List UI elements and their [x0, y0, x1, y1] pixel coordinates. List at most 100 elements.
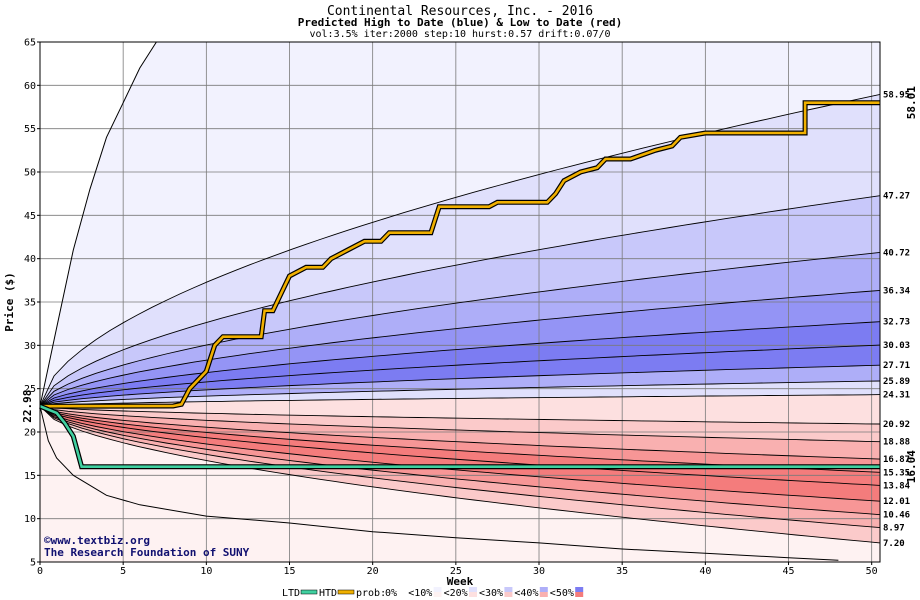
legend-probability-items: 0% <10% <20% <30% <40% <50%	[385, 587, 584, 599]
blue-band	[40, 365, 880, 407]
y-tick-label: 5	[30, 558, 36, 569]
y-tick-label: 55	[24, 124, 36, 135]
x-tick-label: 45	[782, 566, 794, 577]
percentile-end-label: 40.72	[883, 248, 910, 258]
legend-prob-item-label: <10%	[408, 588, 432, 599]
percentile-curve	[39, 405, 881, 460]
blue-band	[40, 252, 880, 407]
percentile-curve	[39, 405, 881, 544]
y-tick-label: 25	[24, 384, 36, 395]
percentile-end-label: 20.92	[883, 420, 910, 430]
legend-prob-swatch	[504, 592, 513, 597]
axis-ticks: 0 5 10 15 20 25 30 35 40 45 5051015202530354045505…	[24, 38, 878, 578]
percentile-end-label: 36.34	[883, 286, 911, 296]
percentile-curve	[39, 364, 881, 407]
percentile-end-label: 27.71	[883, 361, 910, 371]
percentile-end-label: 15.35	[883, 468, 910, 478]
y-tick-label: 40	[24, 254, 36, 265]
blue-band	[40, 195, 880, 407]
red-band	[40, 406, 880, 543]
legend: LTD HTD prob: 0% <10% <20% <30% <40% <50%	[282, 587, 584, 599]
ltd-series-line	[39, 404, 880, 468]
y-tick-label: 65	[24, 38, 36, 49]
outer-low-curve	[39, 406, 839, 561]
percentile-curve	[39, 405, 881, 502]
red-band	[40, 406, 880, 473]
y-tick-label: 20	[24, 428, 36, 439]
percentile-end-label: 25.89	[883, 377, 910, 387]
percentile-curve	[39, 93, 881, 407]
legend-prob-item-label: <20%	[444, 588, 468, 599]
percentile-end-labels: 58.95 47.27 40.72 36.34 32.73 30.03 27.71 25.89…	[883, 90, 911, 549]
legend-prob-swatch	[575, 592, 584, 597]
legend-prob-swatch	[539, 592, 548, 597]
percentile-end-label: 13.84	[883, 481, 911, 491]
red-band	[40, 406, 880, 442]
series-lines	[39, 100, 880, 470]
legend-prob-item-label: <40%	[514, 588, 538, 599]
percentile-end-label: 10.46	[883, 511, 910, 521]
legend-prob-swatch	[539, 587, 548, 592]
x-tick-label: 50	[866, 566, 878, 577]
x-tick-label: 35	[616, 566, 628, 577]
percentile-curve	[39, 405, 881, 486]
x-axis-title: Week	[447, 575, 474, 588]
percentile-end-label: 8.97	[883, 524, 905, 534]
percentile-end-label: 7.20	[883, 539, 905, 549]
red-band	[40, 406, 880, 528]
percentile-curve	[39, 251, 881, 407]
y-tick-label: 60	[24, 81, 36, 92]
legend-prob-item-label: <30%	[479, 588, 503, 599]
start-price-label: 22.98	[21, 390, 34, 423]
legend-prob-item-label: <50%	[550, 588, 574, 599]
outer-high-curve	[39, 41, 157, 407]
percentile-end-label: 32.73	[883, 318, 910, 328]
htd-series-line	[39, 101, 880, 408]
y-tick-label: 45	[24, 211, 36, 222]
x-tick-label: 20	[367, 566, 379, 577]
blue-band	[40, 345, 880, 407]
legend-prob-swatch	[398, 592, 407, 597]
legend-prob-swatch	[504, 587, 513, 592]
chart-params: vol:3.5% iter:2000 step:10 hurst:0.57 dr…	[309, 29, 610, 40]
y-tick-label: 50	[24, 168, 36, 179]
legend-prob-item-label: 0%	[385, 588, 397, 599]
percentile-curve	[39, 405, 881, 516]
ltd-end-label: 16.04	[905, 450, 918, 483]
red-band	[40, 406, 880, 502]
y-tick-label: 15	[24, 471, 36, 482]
legend-htd-label: HTD	[319, 588, 337, 599]
percentile-end-label: 16.87	[883, 455, 910, 465]
percentile-curve	[39, 405, 881, 425]
y-axis-title: Price ($)	[3, 272, 16, 332]
y-tick-label: 10	[24, 514, 36, 525]
htd-end-label: 58.01	[905, 86, 918, 119]
percentile-curve	[39, 195, 881, 407]
percentile-end-label: 47.27	[883, 192, 910, 202]
percentile-curve	[39, 289, 881, 407]
legend-prob-label: prob:	[356, 588, 386, 599]
percentile-end-label: 18.88	[883, 438, 910, 448]
x-tick-label: 5	[120, 566, 126, 577]
percentile-curve	[39, 380, 881, 407]
blue-band	[40, 321, 880, 407]
legend-prob-swatch	[433, 587, 442, 592]
legend-prob-swatch	[469, 592, 477, 597]
percentile-end-label: 24.31	[883, 391, 910, 401]
x-tick-label: 15	[283, 566, 295, 577]
percentile-end-label: 30.03	[883, 341, 910, 351]
red-band-outer	[40, 406, 880, 562]
red-band	[40, 406, 880, 515]
x-tick-label: 0	[37, 566, 43, 577]
red-band	[40, 406, 880, 460]
chart-subtitle: Predicted High to Date (blue) & Low to D…	[298, 16, 623, 29]
chart-title: Continental Resources, Inc. - 2016	[327, 4, 593, 19]
legend-htd-swatch	[337, 589, 355, 595]
blue-band	[40, 290, 880, 407]
legend-prob-swatch	[469, 587, 477, 592]
legend-prob-swatch	[433, 592, 442, 597]
legend-ltd-label: LTD	[282, 588, 300, 599]
percentile-curve	[39, 405, 881, 529]
percentile-end-label: 58.95	[883, 90, 910, 100]
